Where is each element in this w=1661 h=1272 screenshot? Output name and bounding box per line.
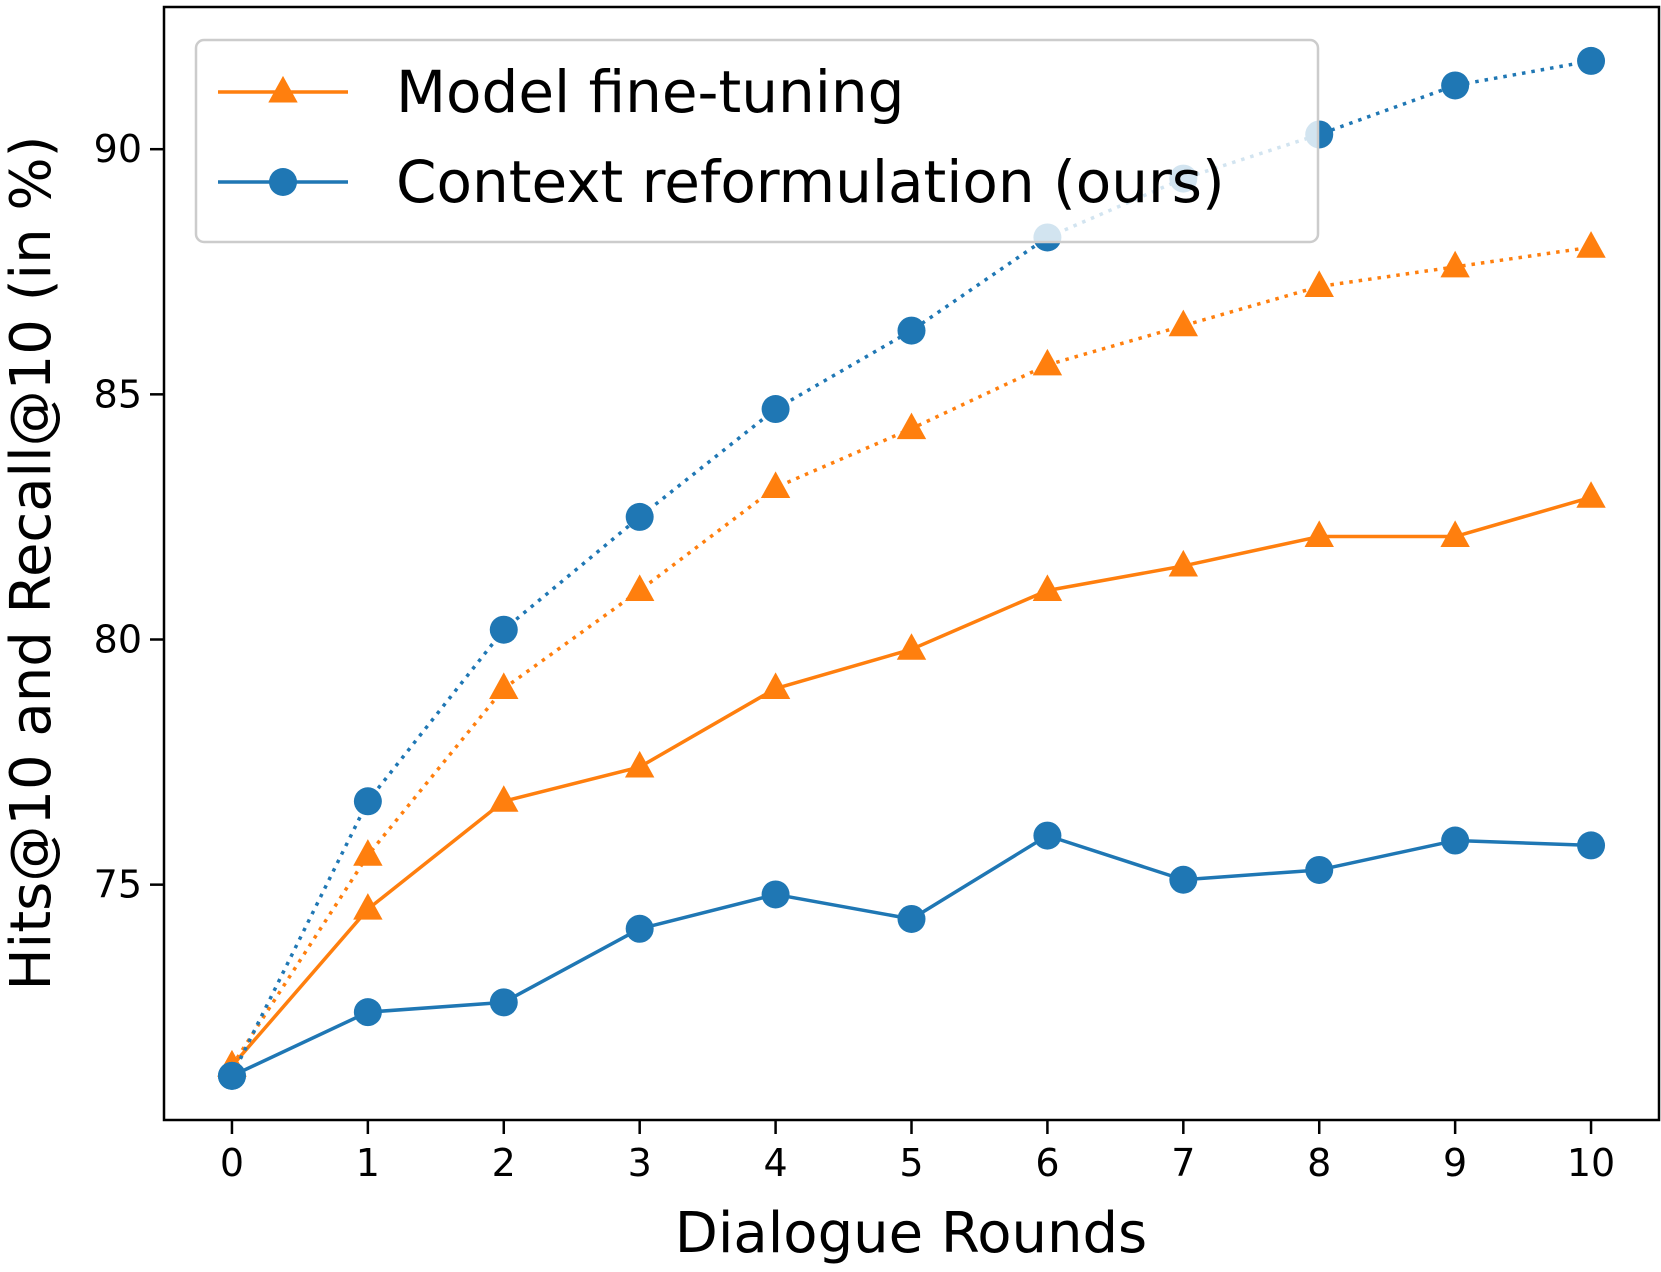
y-axis-label: Hits@10 and Recall@10 (in %)	[0, 136, 64, 991]
data-point-circle	[625, 914, 654, 943]
legend-label: Context reformulation (ours)	[396, 148, 1225, 216]
data-point-circle	[353, 787, 382, 816]
legend-entries: Model fine-tuning Context reformulation (…	[218, 58, 1225, 216]
data-point-triangle	[1576, 231, 1606, 258]
data-point-triangle	[1304, 270, 1334, 297]
series-3-circle-solid	[217, 821, 1606, 1090]
data-point-circle	[1033, 821, 1062, 850]
x-tick-label: 10	[1567, 1141, 1615, 1185]
data-point-circle	[897, 904, 926, 933]
x-tick-label: 8	[1307, 1141, 1331, 1185]
data-point-circle	[1305, 855, 1334, 884]
x-axis: 0 1 2 3 4 5 6 7 8 9 10	[220, 1120, 1615, 1185]
x-tick-label: 9	[1443, 1141, 1467, 1185]
data-point-triangle	[760, 471, 791, 499]
data-point-circle	[489, 988, 518, 1017]
data-point-triangle	[1168, 549, 1199, 577]
data-point-triangle	[896, 633, 927, 660]
x-tick-label: 6	[1035, 1141, 1059, 1185]
data-point-circle	[761, 395, 790, 424]
data-point-circle	[1169, 865, 1198, 894]
data-point-circle	[1577, 46, 1606, 75]
legend-entry-triangle: Model fine-tuning	[218, 58, 904, 126]
data-point-triangle	[1440, 250, 1470, 278]
data-point-triangle	[489, 785, 519, 812]
data-point-circle	[1577, 831, 1606, 860]
data-point-triangle	[353, 893, 383, 920]
data-point-triangle	[896, 412, 927, 440]
data-point-circle	[761, 880, 790, 909]
legend-entry-circle: Context reformulation (ours)	[218, 148, 1225, 216]
x-tick-label: 3	[628, 1141, 652, 1185]
x-tick-label: 4	[763, 1141, 787, 1185]
x-tick-label: 0	[220, 1141, 244, 1185]
series-1-triangle-solid	[217, 481, 1606, 1077]
data-point-triangle	[1032, 574, 1063, 601]
x-tick-label: 5	[899, 1141, 923, 1185]
series-0-triangle-dotted	[217, 231, 1606, 1077]
data-point-triangle	[1440, 520, 1470, 548]
legend-marker-triangle	[268, 75, 298, 103]
y-tick-label: 90	[94, 127, 142, 171]
data-point-circle	[1441, 71, 1470, 100]
legend-box	[194, 38, 1320, 244]
data-point-circle	[489, 615, 518, 644]
data-point-triangle	[489, 672, 519, 700]
data-point-circle	[1441, 826, 1470, 855]
data-point-triangle	[624, 750, 655, 778]
x-tick-label: 1	[356, 1141, 380, 1185]
data-point-triangle	[1032, 348, 1063, 376]
data-point-triangle	[353, 839, 383, 866]
data-point-triangle	[624, 574, 655, 601]
y-tick-label: 85	[94, 372, 142, 416]
data-point-circle	[625, 502, 654, 531]
y-tick-label: 80	[94, 617, 142, 661]
data-point-triangle	[1576, 481, 1606, 508]
legend-marker-circle	[269, 168, 297, 196]
data-point-triangle	[1304, 520, 1334, 548]
y-axis: 75 80 85 90	[94, 127, 164, 907]
x-tick-label: 2	[492, 1141, 516, 1185]
data-point-circle	[897, 316, 926, 345]
x-axis-label: Dialogue Rounds	[675, 1201, 1147, 1266]
data-point-circle	[353, 998, 382, 1027]
y-tick-label: 75	[94, 863, 142, 907]
data-point-triangle	[1168, 309, 1199, 337]
legend: Model fine-tuning Context reformulation (…	[194, 38, 1320, 244]
x-tick-label: 7	[1171, 1141, 1195, 1185]
data-point-circle	[217, 1061, 246, 1090]
data-point-triangle	[760, 672, 791, 700]
legend-label: Model fine-tuning	[396, 58, 904, 126]
